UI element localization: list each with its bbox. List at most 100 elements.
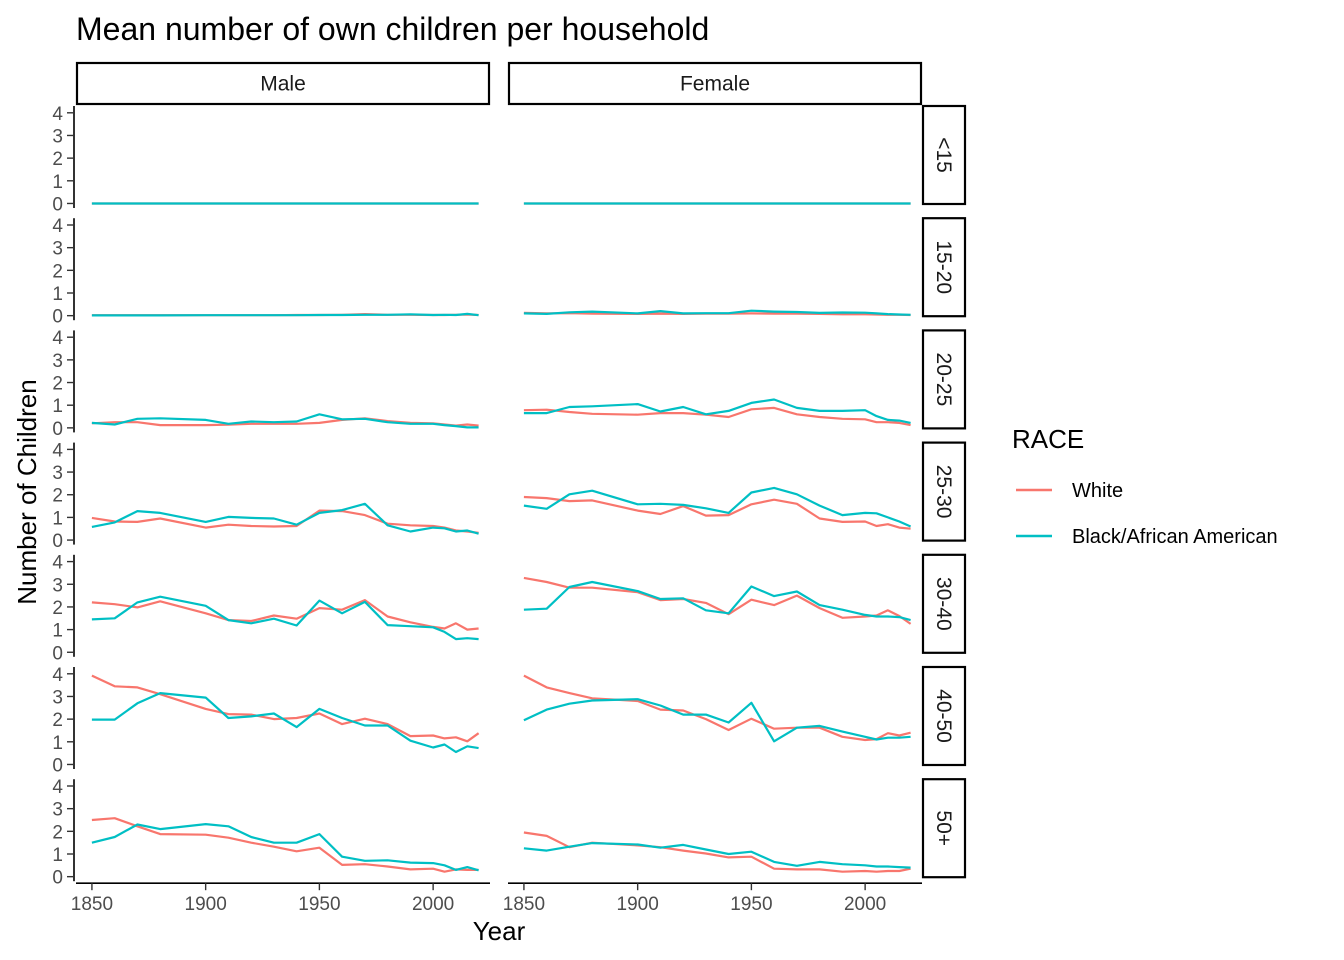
strip-15: <15: [921, 104, 967, 206]
y-tick-label: 0: [52, 868, 63, 889]
y-tick-label: 3: [52, 351, 63, 372]
legend-label: Black/African American: [1072, 526, 1278, 548]
series-line-white: [91, 817, 479, 873]
legend: RACE White Black/African American: [1012, 424, 1278, 548]
x-tick-label: 1850: [503, 894, 545, 915]
series-line-white: [523, 495, 911, 530]
series-line-white: [91, 598, 479, 631]
y-tick-label: 3: [52, 239, 63, 260]
y-tick-label: 2: [52, 486, 63, 507]
y-tick-label: 4: [52, 665, 63, 686]
series-line-black-african-american: [523, 398, 911, 424]
y-tick-label: 1: [52, 396, 63, 417]
series-line-black-african-american: [523, 580, 911, 622]
strip-label: Male: [260, 73, 306, 96]
strip-30-40: 30-40: [921, 553, 967, 654]
panel-female-40-50: [523, 674, 911, 743]
x-tick-label: 2000: [844, 894, 886, 915]
column-strips: Male Female: [75, 61, 923, 106]
panel-male-50: [91, 817, 479, 873]
panel-male-15-20: [91, 312, 479, 317]
x-tick-label: 1850: [71, 894, 113, 915]
series-line-black-african-american: [523, 841, 911, 869]
strip-15-20: 15-20: [921, 217, 967, 318]
series-line-black-african-american: [523, 309, 911, 316]
strip-label: 15-20: [932, 240, 955, 294]
y-tick-label: 0: [52, 531, 63, 552]
strip-female: Female: [507, 61, 923, 106]
x-tick-label: 2000: [412, 894, 454, 915]
strip-label: 25-30: [932, 465, 955, 519]
series-line-black-african-american: [91, 413, 479, 429]
strip-40-50: 40-50: [921, 665, 967, 767]
y-tick-label: 2: [52, 710, 63, 731]
strip-label: 50+: [932, 810, 955, 846]
panel-female-15-20: [523, 309, 911, 317]
series-line-white: [91, 674, 480, 743]
strip-label: 40-50: [932, 689, 955, 743]
panel-female-30-40: [523, 576, 912, 625]
series-line-black-african-american: [91, 502, 479, 535]
strip-male: Male: [75, 61, 491, 106]
series-line-black-african-american: [91, 312, 479, 317]
panel-male-25-30: [91, 502, 479, 535]
panel-male-30-40: [91, 595, 479, 641]
legend-title: RACE: [1012, 424, 1084, 454]
y-tick-label: 1: [52, 845, 63, 866]
series-line-black-african-american: [91, 822, 479, 872]
y-tick-label: 0: [52, 307, 63, 328]
x-axis-male: 1850 1900 1950 2000: [71, 882, 490, 915]
panel-male-40-50: [91, 674, 480, 754]
y-tick-label: 1: [52, 733, 63, 754]
y-tick-label: 0: [52, 419, 63, 440]
x-tick-label: 1950: [730, 894, 772, 915]
x-axis-title: Year: [473, 916, 526, 946]
x-axes: 1850 1900 1950 2000 1850 1900 1950 2000: [71, 882, 922, 915]
panel-male-20-25: [91, 413, 479, 429]
y-tick-label: 1: [52, 172, 63, 193]
y-tick-label: 4: [52, 216, 63, 237]
row-strips: <15 15-20 20-25 25-30 30-40 40-50 50+: [921, 104, 967, 879]
x-tick-label: 1900: [185, 894, 227, 915]
x-tick-label: 1950: [298, 894, 340, 915]
y-tick-label: 1: [52, 508, 63, 529]
y-tick-label: 3: [52, 575, 63, 596]
panel-female-50: [523, 831, 911, 873]
y-tick-label: 3: [52, 126, 63, 147]
chart-title: Mean number of own children per househol…: [76, 11, 709, 47]
y-tick-label: 2: [52, 822, 63, 843]
y-tick-label: 3: [52, 687, 63, 708]
y-tick-label: 2: [52, 598, 63, 619]
y-tick-label: 0: [52, 755, 63, 776]
series-line-black-african-american: [523, 486, 912, 528]
y-tick-label: 4: [52, 440, 63, 461]
series-line-black-african-american: [523, 698, 911, 743]
strip-label: 20-25: [932, 353, 955, 407]
x-axis-female: 1850 1900 1950 2000: [503, 882, 922, 915]
panels: [91, 202, 912, 873]
y-tick-label: 3: [52, 800, 63, 821]
series-line-white: [523, 674, 911, 742]
y-tick-label: 4: [52, 553, 63, 574]
strip-50: 50+: [921, 778, 967, 879]
strip-20-25: 20-25: [921, 329, 967, 430]
legend-item-black-african-american: Black/African American: [1016, 526, 1278, 548]
strip-25-30: 25-30: [921, 441, 967, 542]
x-tick-label: 1900: [617, 894, 659, 915]
panel-female-25-30: [523, 486, 912, 530]
y-tick-label: 4: [52, 104, 63, 125]
strip-label: 30-40: [932, 577, 955, 631]
strip-label: Female: [680, 73, 750, 96]
y-tick-label: 4: [52, 777, 63, 798]
series-line-white: [523, 406, 911, 427]
y-tick-label: 4: [52, 328, 63, 349]
y-tick-label: 1: [52, 284, 63, 305]
